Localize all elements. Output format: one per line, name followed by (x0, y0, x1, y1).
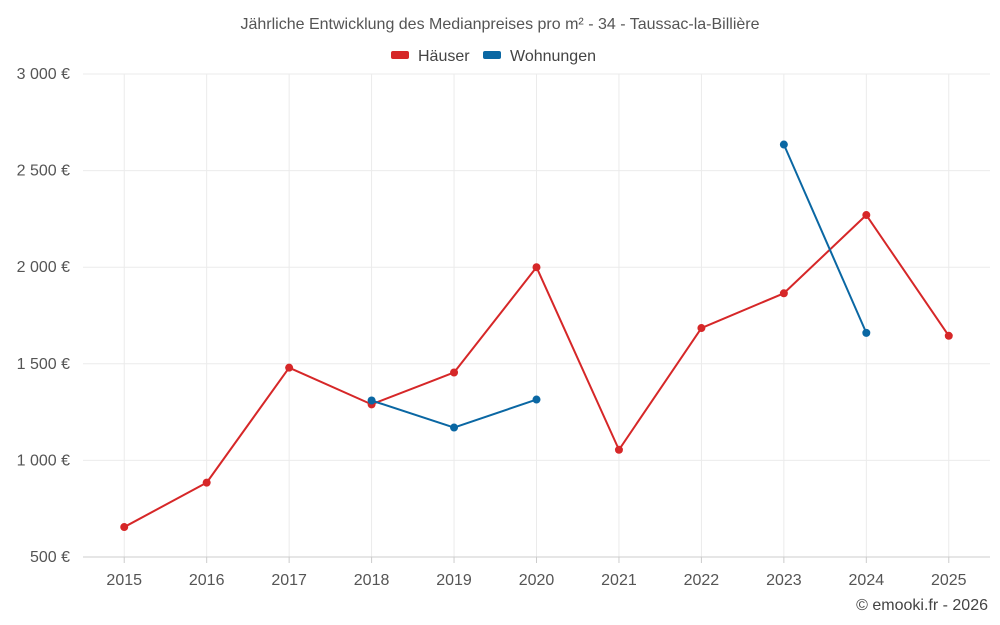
data-point-haeuser-2025[interactable] (944, 331, 953, 340)
series (120, 140, 953, 532)
x-tick-label: 2016 (189, 572, 225, 589)
x-tick-label: 2020 (519, 572, 555, 589)
data-point-wohnungen-2023[interactable] (779, 140, 788, 149)
data-point-haeuser-2016[interactable] (202, 478, 211, 487)
y-tick-label: 1 000 € (17, 452, 70, 469)
data-point-haeuser-2024[interactable] (862, 211, 871, 220)
legend-item-wohnungen[interactable]: Wohnungen (483, 48, 596, 65)
legend-item-haeuser[interactable]: Häuser (391, 48, 470, 65)
x-tick-label: 2024 (849, 572, 885, 589)
data-point-haeuser-2023[interactable] (779, 289, 788, 298)
data-point-haeuser-2019[interactable] (450, 368, 459, 377)
grid (83, 73, 990, 558)
y-tick-label: 3 000 € (17, 66, 70, 83)
series-line-wohnungen (782, 144, 868, 334)
data-point-wohnungen-2020[interactable] (532, 395, 541, 404)
data-point-haeuser-2020[interactable] (532, 263, 541, 272)
x-tick-label: 2023 (766, 572, 802, 589)
x-tick-label: 2022 (684, 572, 720, 589)
y-tick-label: 1 500 € (17, 356, 70, 373)
data-point-wohnungen-2019[interactable] (450, 423, 459, 432)
legend-label-haeuser: Häuser (418, 48, 470, 65)
x-tick-label: 2025 (931, 572, 967, 589)
series-haeuser (120, 211, 953, 532)
x-tick-label: 2017 (271, 572, 307, 589)
x-tick-label: 2019 (436, 572, 472, 589)
legend-swatch-wohnungen (483, 51, 501, 59)
data-point-haeuser-2021[interactable] (614, 445, 623, 454)
axes: 500 € 1 000 € 1 500 € 2 000 € 2 500 € 3 000 €… (17, 66, 990, 589)
series-wohnungen (367, 140, 871, 432)
data-point-haeuser-2017[interactable] (285, 363, 294, 372)
legend-swatch-haeuser (391, 51, 409, 59)
legend-label-wohnungen: Wohnungen (510, 48, 596, 65)
data-point-haeuser-2022[interactable] (697, 324, 706, 333)
legend: Häuser Wohnungen (391, 48, 596, 65)
y-tick-label: 2 500 € (17, 163, 70, 180)
data-point-haeuser-2015[interactable] (120, 523, 129, 532)
x-tick-label: 2015 (106, 572, 142, 589)
x-tick-label: 2018 (354, 572, 390, 589)
data-point-wohnungen-2018[interactable] (367, 396, 376, 405)
credit-text: © emooki.fr - 2026 (856, 597, 988, 614)
x-tick-label: 2021 (601, 572, 637, 589)
chart-title: Jährliche Entwicklung des Medianpreises … (240, 16, 759, 33)
data-point-wohnungen-2024[interactable] (862, 328, 871, 337)
y-tick-label: 500 € (30, 549, 70, 566)
y-tick-label: 2 000 € (17, 259, 70, 276)
